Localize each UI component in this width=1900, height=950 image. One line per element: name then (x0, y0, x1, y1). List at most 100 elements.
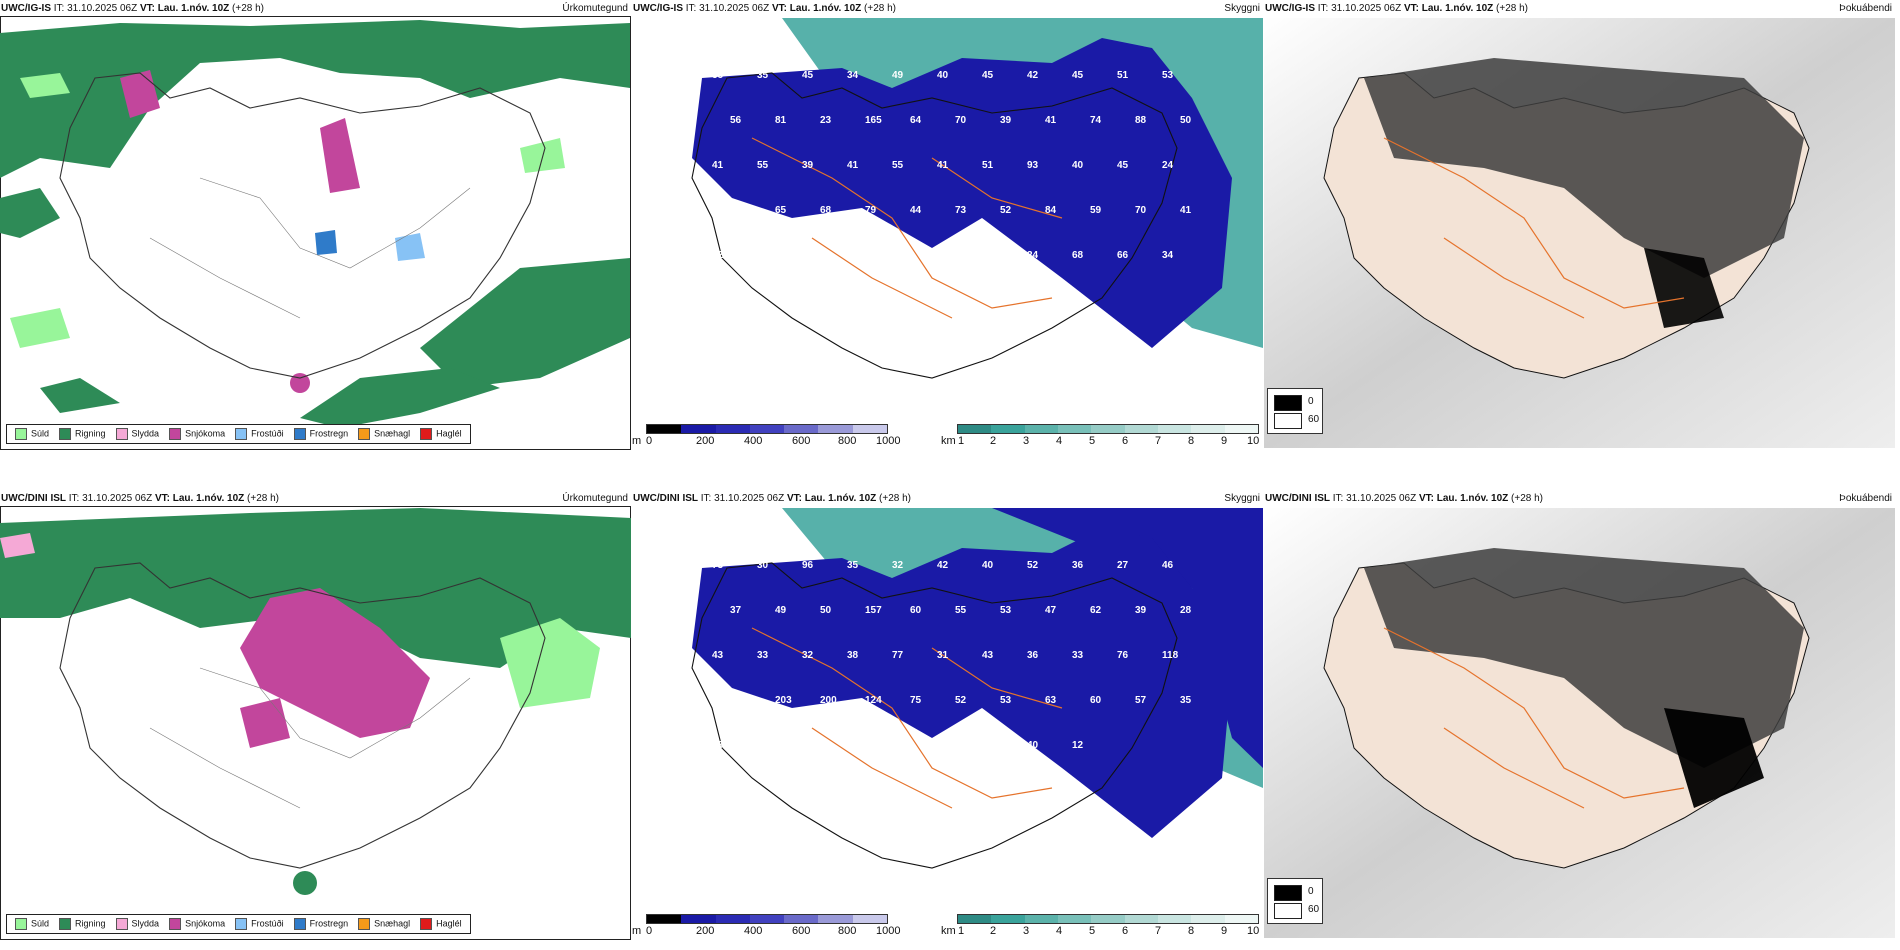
snow-area (290, 373, 310, 393)
visibility-value-label: 40 (1027, 740, 1039, 751)
fog-map (1264, 18, 1895, 448)
panel-header: UWC/IG-IS IT: 31.10.2025 06Z VT: Lau. 1.… (1265, 3, 1528, 14)
legend-item-freezing-rain: Frostregn (293, 428, 348, 440)
visibility-value-label: 32 (802, 650, 814, 661)
visibility-value-label: 42 (1027, 70, 1039, 81)
visibility-value-label: 65 (775, 205, 787, 216)
visibility-value-label: 68 (820, 205, 832, 216)
panel-title: Skyggni (1224, 3, 1260, 14)
visibility-value-label: 57 (1135, 695, 1147, 706)
visibility-value-label: 96 (802, 560, 814, 571)
snow-area (320, 118, 360, 193)
panel-visibility-bottom: UWC/DINI ISL IT: 31.10.2025 06Z VT: Lau.… (632, 490, 1263, 940)
visibility-value-label: 60 (910, 605, 922, 616)
panel-title: Þokuábendi (1839, 493, 1892, 504)
precip-legend: Súld Rigning Slydda Snjókoma Frostúði Fr… (6, 914, 471, 934)
visibility-value-label: 118 (1162, 650, 1179, 661)
visibility-value-label: 124 (865, 695, 882, 706)
rain-area (0, 20, 630, 178)
visibility-value-label: 58 (712, 70, 724, 81)
visibility-value-label: 40 (937, 70, 949, 81)
visibility-value-label: 50 (820, 605, 832, 616)
visibility-value-label: 46 (847, 250, 859, 261)
visibility-value-label: 50 (1180, 115, 1192, 126)
unit-km: km (941, 435, 956, 447)
visibility-value-label: 32 (892, 560, 904, 571)
freezing-rain-area (315, 230, 337, 255)
visibility-value-label: 55 (757, 160, 769, 171)
panel-fog-bottom: UWC/DINI ISL IT: 31.10.2025 06Z VT: Lau.… (1264, 490, 1895, 940)
visibility-value-label: 23 (820, 115, 832, 126)
visibility-value-label: 45 (1117, 160, 1129, 171)
visibility-value-label: 88 (1135, 115, 1147, 126)
visibility-value-label: 84 (1045, 205, 1057, 216)
visibility-value-label: 29 (982, 250, 994, 261)
visibility-value-label: 60 (1090, 695, 1102, 706)
visibility-value-label: 55 (757, 250, 769, 261)
fog-key: 0 60 (1267, 388, 1323, 434)
visibility-value-label: 43 (937, 250, 949, 261)
visibility-value-label: 44 (910, 205, 922, 216)
visibility-value-label: 200 (820, 695, 837, 706)
visibility-value-label: 43 (802, 250, 814, 261)
visibility-value-label: 73 (712, 560, 724, 571)
visibility-value-label: 100 (730, 695, 747, 706)
visibility-value-label: 77 (892, 650, 904, 661)
visibility-value-label: 41 (1180, 205, 1192, 216)
visibility-value-label: 55 (892, 160, 904, 171)
visibility-value-label: 39 (1135, 605, 1147, 616)
visibility-value-label: 52 (1000, 205, 1012, 216)
visibility-value-label: 35 (757, 70, 769, 81)
visibility-value-label: 30 (757, 560, 769, 571)
visibility-value-label: 31 (892, 740, 904, 751)
visibility-map: 58 35 45 34 49 40 45 42 45 51 53 56 81 23 165 64 70 39 41 7… (632, 18, 1263, 448)
visibility-value-label: 35 (847, 560, 859, 571)
visibility-value-label: 70 (1135, 205, 1147, 216)
visibility-value-label: 24 (982, 740, 994, 751)
visibility-value-label: 42 (937, 560, 949, 571)
valid-time: VT: Lau. 1.nóv. 10Z (139, 3, 230, 14)
visibility-value-label: 55 (955, 605, 967, 616)
rain-area (420, 258, 630, 388)
drizzle-area (20, 73, 70, 98)
visibility-value-label: 33 (1072, 650, 1084, 661)
visibility-value-label: 34 (847, 70, 859, 81)
visibility-value-label: 62 (730, 205, 742, 216)
visibility-value-label: 35 (1180, 695, 1192, 706)
rain-area (40, 378, 120, 413)
panel-precip-bottom: UWC/DINI ISL IT: 31.10.2025 06Z VT: Lau.… (0, 490, 631, 940)
visibility-value-label: 28 (1180, 605, 1192, 616)
fog-map (1264, 508, 1895, 938)
visibility-value-label: 40 (982, 560, 994, 571)
panel-visibility-top: UWC/IG-IS IT: 31.10.2025 06Z VT: Lau. 1.… (632, 0, 1263, 450)
panel-header: UWC/IG-IS IT: 31.10.2025 06Z VT: Lau. 1.… (633, 3, 896, 14)
visibility-value-label: 66 (1117, 250, 1129, 261)
visibility-value-label: 41 (712, 160, 724, 171)
panel-header: UWC/DINI ISL IT: 31.10.2025 06Z VT: Lau.… (1265, 493, 1543, 504)
visibility-value-label: 35 (757, 740, 769, 751)
visibility-value-label: 93 (1027, 160, 1039, 171)
model-name: UWC/IG-IS (1, 3, 51, 14)
iceland-coastline (59, 72, 546, 379)
panel-fog-top: UWC/IG-IS IT: 31.10.2025 06Z VT: Lau. 1.… (1264, 0, 1895, 450)
visibility-value-label: 52 (1027, 560, 1039, 571)
visibility-value-label: 41 (1045, 115, 1057, 126)
legend-item-rain: Rigning (59, 428, 106, 440)
visibility-value-label: 27 (1117, 560, 1129, 571)
panel-precip-top: UWC/IG-IS IT: 31.10.2025 06Z VT: Lau. 1.… (0, 0, 631, 450)
visibility-value-label: 40 (847, 740, 859, 751)
lead-time: (+28 h) (232, 3, 264, 14)
legend-item-graupel: Snæhagl (358, 428, 410, 440)
legend-item-freezing-drizzle: Frostúði (235, 428, 284, 440)
legend-item-snow: Snjókoma (169, 428, 225, 440)
visibility-value-label: 76 (1117, 650, 1129, 661)
visibility-value-label: 75 (910, 695, 922, 706)
precip-map (0, 20, 630, 428)
visibility-value-label: 73 (955, 205, 967, 216)
visibility-value-label: 45 (802, 70, 814, 81)
visibility-value-label: 43 (712, 650, 724, 661)
visibility-value-label: 56 (730, 115, 742, 126)
visibility-value-label: 68 (1072, 250, 1084, 261)
visibility-value-label: 89 (937, 740, 949, 751)
visibility-value-label: 49 (775, 605, 787, 616)
